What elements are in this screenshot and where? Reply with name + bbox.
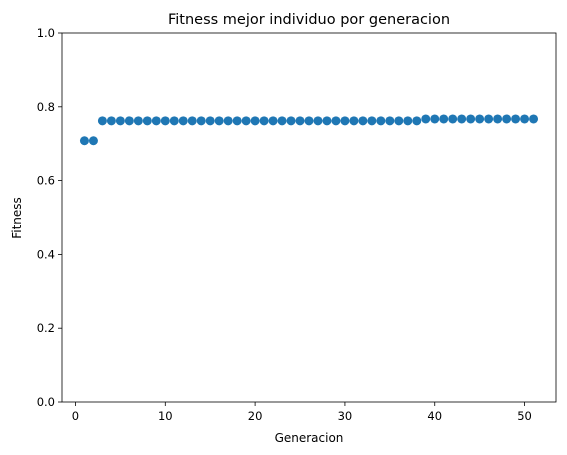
data-point <box>376 116 386 126</box>
data-points <box>79 114 539 146</box>
x-tick-label: 40 <box>427 409 442 423</box>
y-tick-label: 0.2 <box>37 321 55 335</box>
data-point <box>520 114 530 124</box>
data-point <box>151 116 161 126</box>
data-point <box>295 116 305 126</box>
data-point <box>439 114 449 124</box>
x-tick-label: 10 <box>158 409 173 423</box>
data-point <box>205 116 215 126</box>
data-point <box>115 116 125 126</box>
data-point <box>232 116 242 126</box>
data-point <box>97 116 107 126</box>
data-point <box>340 116 350 126</box>
data-point <box>223 116 233 126</box>
data-point <box>493 114 503 124</box>
data-point <box>331 116 341 126</box>
data-point <box>475 114 485 124</box>
data-point <box>313 116 323 126</box>
data-point <box>448 114 458 124</box>
data-point <box>88 136 98 146</box>
data-point <box>124 116 134 126</box>
data-point <box>367 116 377 126</box>
data-point <box>466 114 476 124</box>
data-point <box>358 116 368 126</box>
x-tick-label: 50 <box>517 409 532 423</box>
x-tick-label: 30 <box>338 409 353 423</box>
x-tick-label: 0 <box>72 409 79 423</box>
data-point <box>403 116 413 126</box>
y-tick-label: 0.4 <box>37 247 55 261</box>
data-point <box>430 114 440 124</box>
data-point <box>268 116 278 126</box>
data-point <box>250 116 260 126</box>
data-point <box>133 116 143 126</box>
data-point <box>214 116 224 126</box>
y-axis-ticks: 0.0 0.2 0.4 0.6 0.8 1.0 <box>37 26 62 409</box>
y-tick-label: 0.8 <box>37 100 55 114</box>
y-tick-label: 0.6 <box>37 174 55 188</box>
data-point <box>529 114 539 124</box>
data-point <box>169 116 179 126</box>
data-point <box>457 114 467 124</box>
chart-title: Fitness mejor individuo por generacion <box>168 12 450 28</box>
y-tick-label: 0.0 <box>37 395 55 409</box>
data-point <box>322 116 332 126</box>
data-point <box>421 114 431 124</box>
data-point <box>349 116 359 126</box>
data-point <box>286 116 296 126</box>
x-axis-label: Generacion <box>275 431 344 445</box>
data-point <box>160 116 170 126</box>
data-point <box>196 116 206 126</box>
data-point <box>277 116 287 126</box>
data-point <box>304 116 314 126</box>
data-point <box>502 114 512 124</box>
data-point <box>241 116 251 126</box>
plot-frame <box>61 32 557 403</box>
data-point <box>412 116 422 126</box>
data-point <box>106 116 116 126</box>
data-point <box>511 114 521 124</box>
data-point <box>259 116 269 126</box>
data-point <box>187 116 197 126</box>
x-axis-ticks: 0 10 20 30 40 50 <box>72 402 532 423</box>
x-tick-label: 20 <box>248 409 263 423</box>
data-point <box>178 116 188 126</box>
data-point <box>385 116 395 126</box>
data-point <box>79 136 89 146</box>
data-point <box>484 114 494 124</box>
y-axis-label: Fitness <box>10 197 24 239</box>
data-point <box>394 116 404 126</box>
y-tick-label: 1.0 <box>37 26 55 40</box>
data-point <box>142 116 152 126</box>
